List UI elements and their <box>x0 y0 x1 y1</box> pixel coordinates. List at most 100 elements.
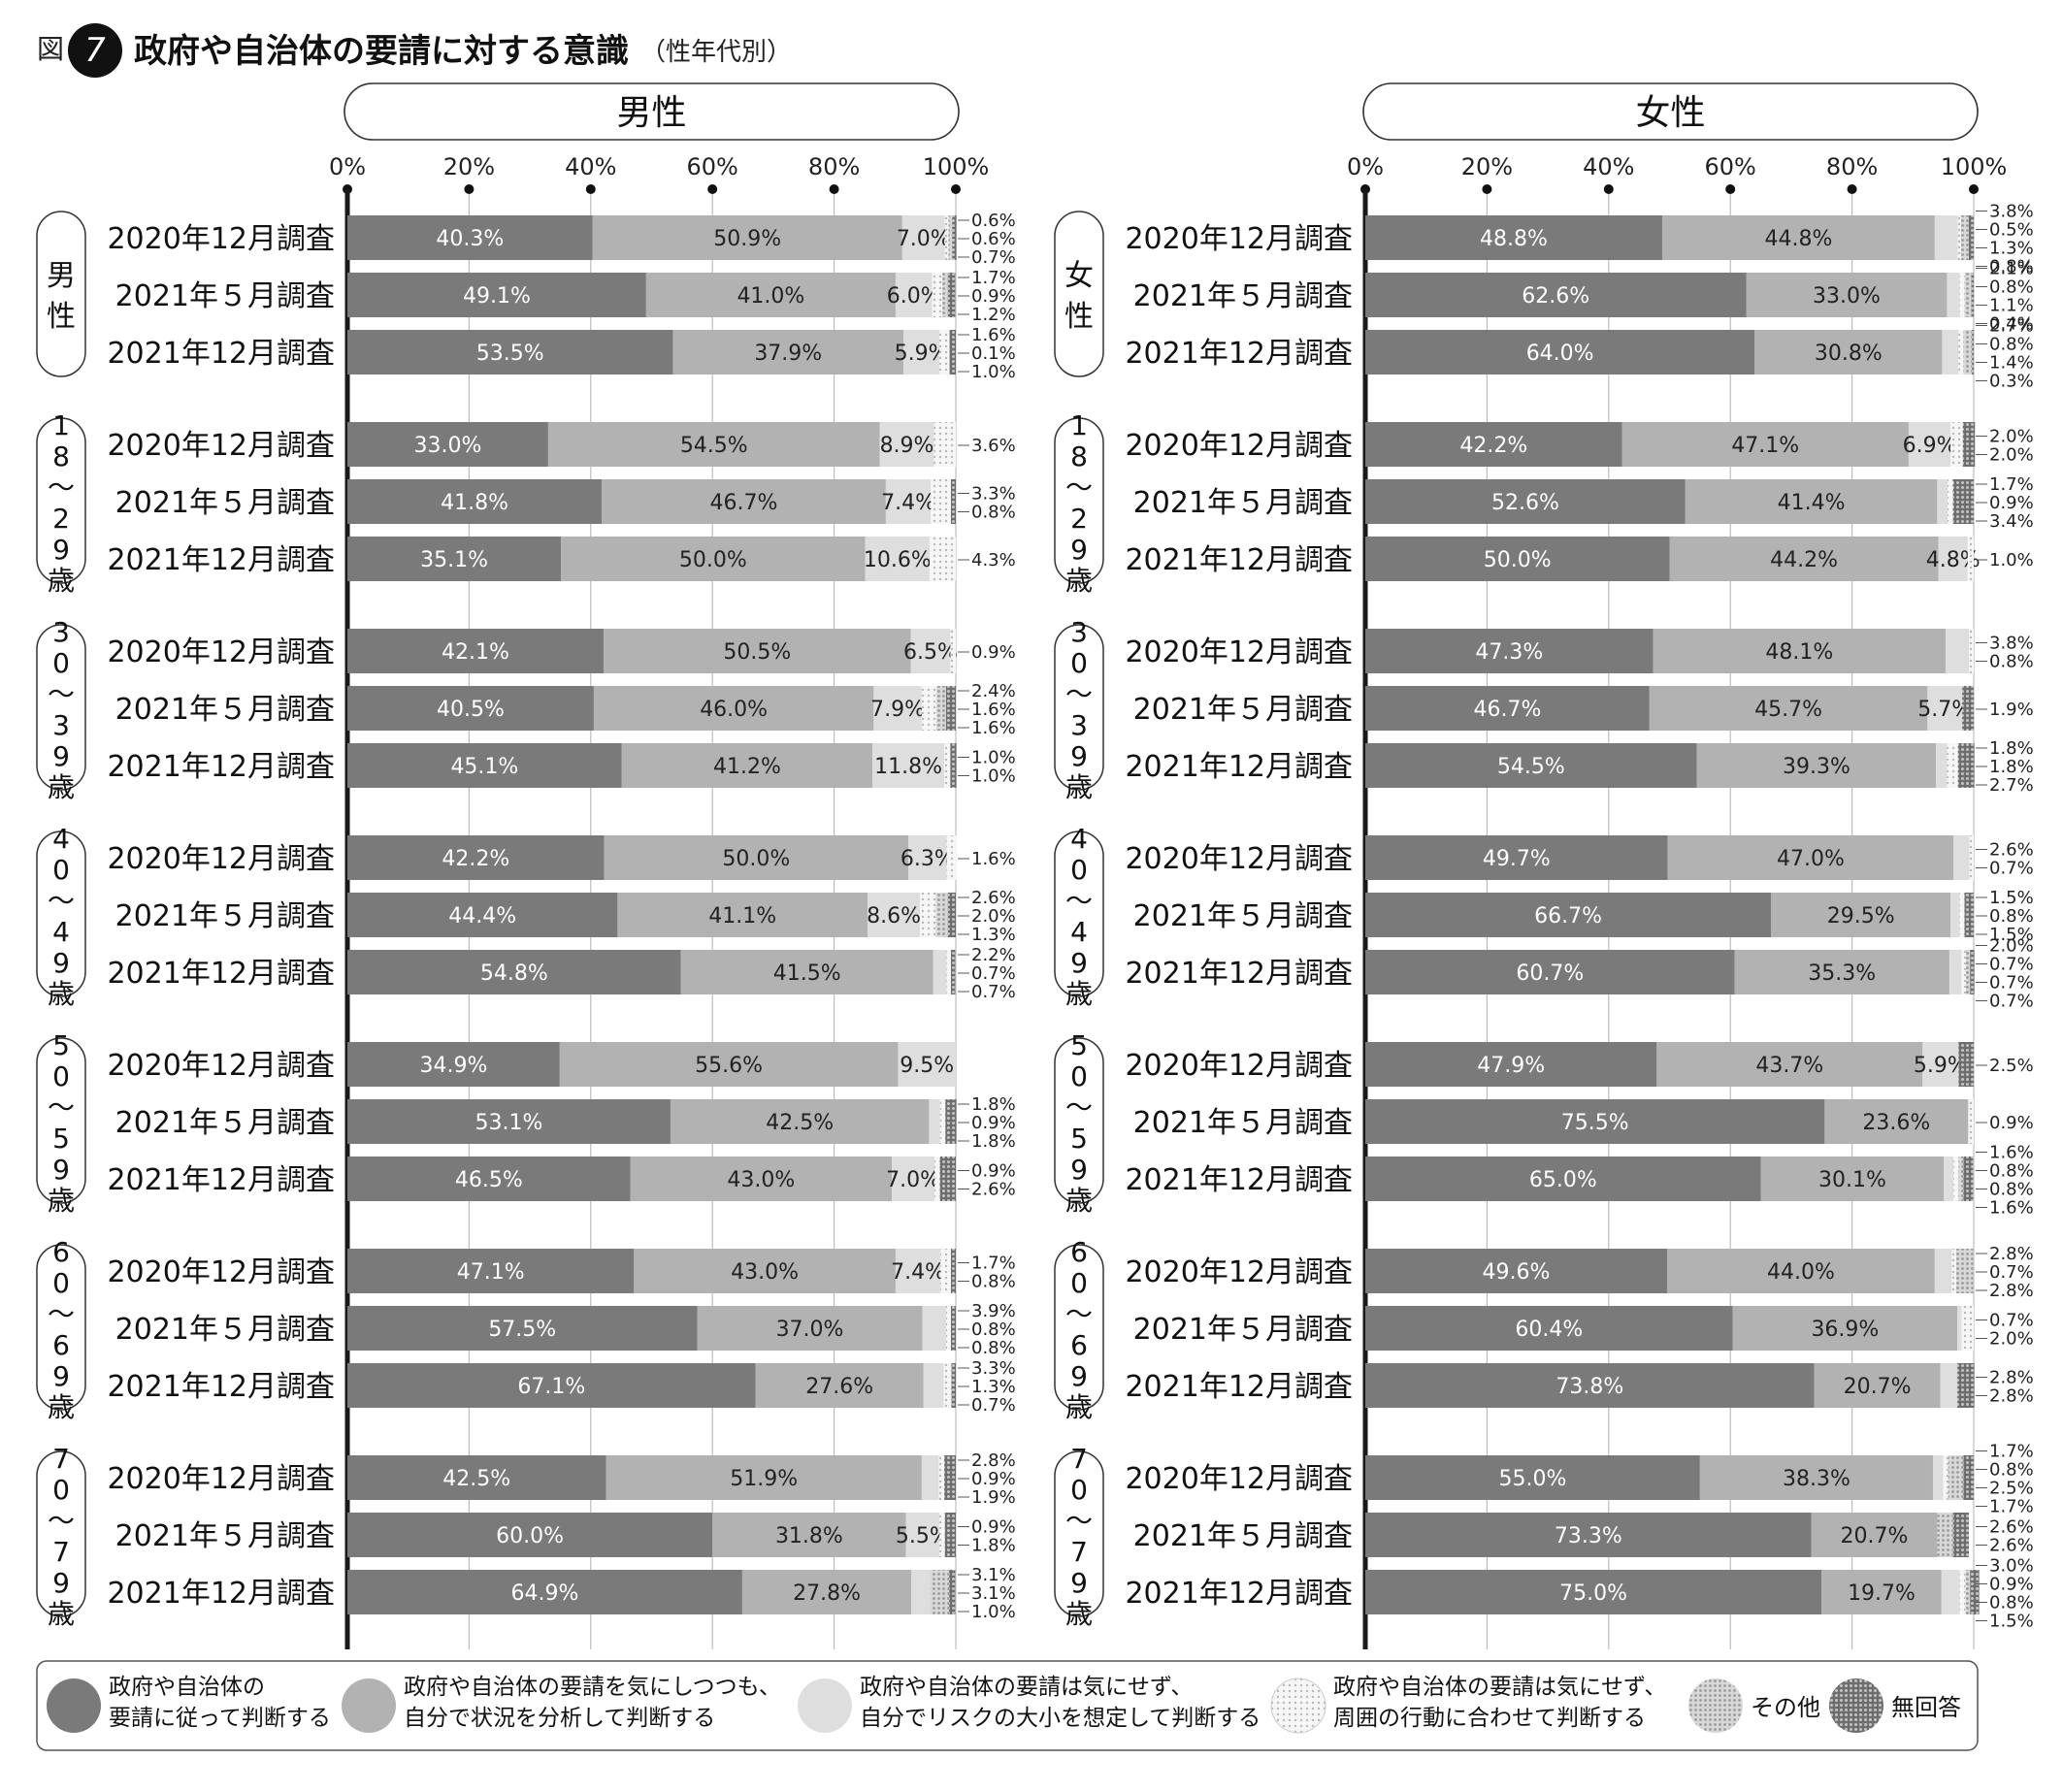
bar-segment-s5 <box>942 273 948 317</box>
row-label: 2021年５月調査 <box>1133 1313 1353 1347</box>
group-label-char: 〜 <box>48 1298 75 1330</box>
bar-segment-s3 <box>901 215 945 260</box>
bar-segment-s1 <box>347 950 681 994</box>
bar-value-label: 46.5% <box>455 1168 523 1192</box>
group-label-char: 3 <box>52 616 70 648</box>
bar-segment-s4 <box>946 950 951 994</box>
bar-segment-s3 <box>1908 422 1951 467</box>
bar-value-label: 41.5% <box>773 961 841 986</box>
bar-small-value-label: 0.8% <box>1989 277 2034 298</box>
bar-small-value-label: 2.8% <box>1989 1281 2034 1301</box>
bar-small-value-label: 1.4% <box>1989 353 2034 374</box>
bar-value-label: 54.8% <box>480 961 548 986</box>
bar-value-label: 44.8% <box>1764 227 1832 251</box>
bar-segment-s5 <box>949 330 950 375</box>
bar-segment-s2 <box>603 629 911 673</box>
bar-segment-s1 <box>1365 686 1650 731</box>
bar-value-label: 6.9% <box>1903 434 1957 458</box>
row-label: 2021年５月調査 <box>1133 486 1353 520</box>
bar-value-label: 50.0% <box>679 548 747 572</box>
bar-segment-s4 <box>1968 629 1974 673</box>
bar-segment-s6 <box>1958 1042 1974 1087</box>
bar-segment-s1 <box>1365 1513 1812 1557</box>
bar-segment-s1 <box>1365 1099 1825 1144</box>
bar-value-label: 47.0% <box>1777 847 1845 871</box>
figure-subtitle: （性年代別） <box>640 38 792 67</box>
bar-segment-s2 <box>617 893 868 937</box>
bar-segment-s1 <box>1365 743 1697 788</box>
bar-segment-s2 <box>559 1042 899 1087</box>
bar-small-value-label: 0.8% <box>971 503 1016 523</box>
bar-segment-s5 <box>1964 273 1972 317</box>
row-label: 2021年５月調査 <box>1133 899 1353 933</box>
bar-small-value-label: 1.8% <box>971 1536 1016 1556</box>
group-label-char: 6 <box>1070 1236 1088 1268</box>
legend-label: その他 <box>1751 1694 1820 1721</box>
group-label-char: 9 <box>52 740 70 772</box>
bar-segment-s1 <box>347 835 605 880</box>
bar-value-label: 49.6% <box>1483 1260 1551 1285</box>
bar-segment-s4 <box>1947 743 1958 788</box>
bar-segment-s3 <box>903 330 940 375</box>
bar-segment-s6 <box>1952 1513 1969 1557</box>
bar-segment-s5 <box>1948 1455 1964 1500</box>
bar-segment-s6 <box>952 215 957 260</box>
bar-segment-s5 <box>930 1570 950 1614</box>
bar-value-label: 47.9% <box>1477 1054 1545 1078</box>
bar-segment-s2 <box>1656 1042 1923 1087</box>
group-label-char: 〜 <box>48 678 75 710</box>
bar-small-value-label: 0.9% <box>1989 493 2034 513</box>
bar-value-label: 8.6% <box>867 904 921 929</box>
bar-small-value-label: 0.7% <box>1989 1262 2034 1283</box>
bar-segment-s4 <box>945 1306 951 1351</box>
bar-segment-s3 <box>872 743 945 788</box>
bar-segment-s1 <box>1365 1570 1822 1614</box>
bar-segment-s2 <box>1754 330 1943 375</box>
bar-small-value-label: 2.6% <box>1989 840 2034 861</box>
group-label-char: 8 <box>52 440 70 472</box>
group-label-char: 9 <box>52 1154 70 1186</box>
group-label-char: 6 <box>1070 1329 1088 1361</box>
bar-value-label: 75.5% <box>1561 1111 1629 1135</box>
bar-small-value-label: 2.0% <box>1989 427 2034 447</box>
bar-segment-s4 <box>931 479 951 524</box>
bar-small-value-label: 3.3% <box>971 484 1016 505</box>
group-label-pill <box>1054 624 1104 791</box>
group-label-char: 7 <box>52 1536 70 1568</box>
legend-label-line1: 政府や自治体の要請を気にしつつも、 <box>404 1675 781 1700</box>
bar-value-label: 20.7% <box>1841 1524 1909 1548</box>
bar-value-label: 46.0% <box>700 698 768 722</box>
bar-small-value-label: 0.8% <box>971 1338 1016 1358</box>
bar-segment-s3 <box>923 1363 944 1408</box>
bar-small-value-label: 2.6% <box>1989 1536 2034 1556</box>
bar-segment-s2 <box>1734 950 1949 994</box>
group-label-char: 〜 <box>1065 1505 1093 1537</box>
row-label: 2021年12月調査 <box>107 750 335 784</box>
bar-segment-s3 <box>1942 330 1959 375</box>
bar-segment-s3 <box>1937 479 1948 524</box>
legend-label: 無回答 <box>1891 1694 1961 1721</box>
x-tick-label: 40% <box>1583 153 1634 180</box>
bar-segment-s4 <box>1951 1249 1956 1293</box>
bar-small-value-label: 1.8% <box>971 1131 1016 1152</box>
bar-small-value-label: 0.7% <box>1989 973 2034 994</box>
bar-segment-s3 <box>1953 835 1970 880</box>
bar-segment-s4 <box>939 1099 946 1144</box>
bar-segment-s3 <box>933 950 947 994</box>
bar-segment-s2 <box>645 273 896 317</box>
bar-value-label: 54.5% <box>1497 755 1565 779</box>
bar-small-value-label: 0.7% <box>1989 955 2034 975</box>
bar-small-value-label: 2.2% <box>971 945 1016 965</box>
bar-segment-s4 <box>946 835 957 880</box>
x-tick-label: 100% <box>1941 153 2008 180</box>
bar-small-value-label: 0.4% <box>1989 314 2034 335</box>
row-label: 2021年５月調査 <box>1133 1106 1353 1140</box>
bar-value-label: 39.3% <box>1783 755 1850 779</box>
bar-segment-s4 <box>920 893 936 937</box>
x-tick-label: 0% <box>1347 153 1384 180</box>
bar-segment-s3 <box>921 1455 939 1500</box>
figure-title: 政府や自治体の要請に対する意識 <box>134 32 629 71</box>
legend-label-line2: 自分でリスクの大小を想定して判断する <box>860 1706 1261 1731</box>
bar-value-label: 41.8% <box>441 491 508 515</box>
